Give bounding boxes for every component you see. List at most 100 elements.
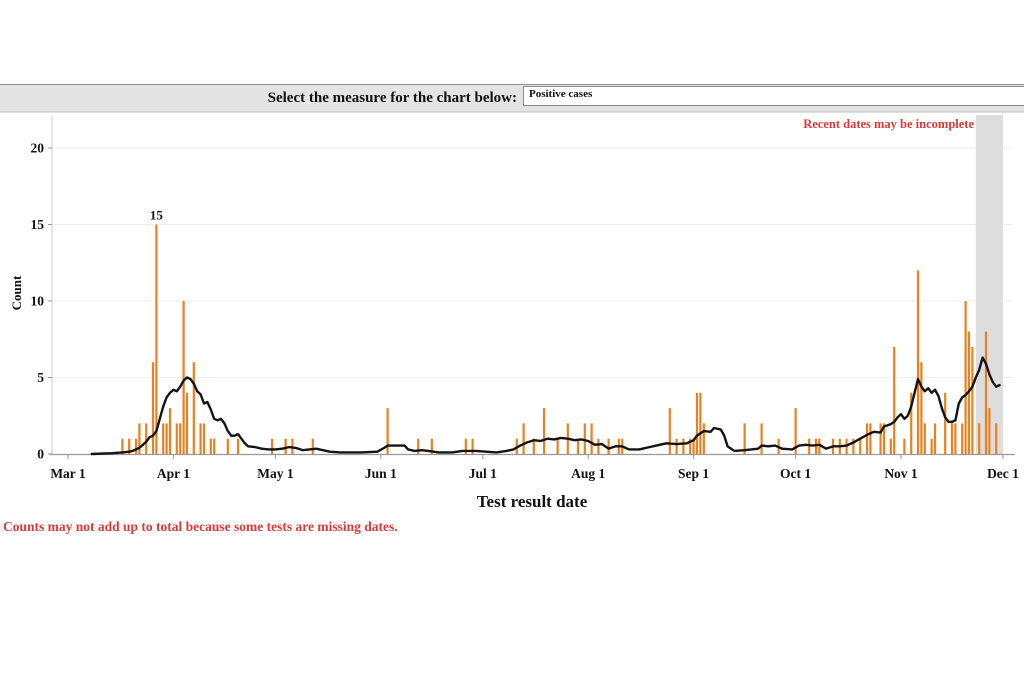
y-tick-label: 5 xyxy=(37,370,44,385)
x-tick-label: Aug 1 xyxy=(571,466,605,481)
daily-count-bar xyxy=(961,423,964,454)
x-tick-label: Apr 1 xyxy=(157,466,190,481)
daily-count-bar xyxy=(597,438,600,454)
daily-count-bar xyxy=(865,423,869,454)
daily-count-bar xyxy=(270,438,274,454)
daily-count-bar xyxy=(155,224,158,454)
daily-count-bar xyxy=(185,392,189,454)
measure-select-label: Select the measure for the chart below: xyxy=(267,90,517,106)
chart-canvas: 0 5 10 15 20 Mar 1 Apr 1 May 1 Jun 1 Jul 1 Aug 1 Se… xyxy=(31,115,1019,481)
daily-count-bar xyxy=(162,423,165,454)
daily-count-bar xyxy=(971,346,974,454)
daily-count-bar xyxy=(471,438,474,454)
daily-count-bar xyxy=(882,423,886,454)
y-tick-label: 0 xyxy=(37,447,44,462)
x-tick-label: Dec 1 xyxy=(987,466,1019,481)
daily-count-bar xyxy=(702,423,705,454)
daily-count-bar xyxy=(903,438,906,454)
daily-count-bar xyxy=(583,423,586,454)
daily-count-bar xyxy=(532,438,535,454)
daily-count-bar xyxy=(869,423,872,454)
daily-count-bar xyxy=(950,423,954,454)
daily-count-bar xyxy=(879,423,882,454)
daily-count-bar xyxy=(386,408,389,454)
daily-count-bar xyxy=(556,438,559,454)
daily-count-bar xyxy=(182,301,185,454)
daily-count-bar xyxy=(522,423,525,454)
daily-count-bar xyxy=(165,423,168,454)
daily-count-bar xyxy=(944,392,947,454)
daily-count-bar xyxy=(236,438,240,454)
daily-count-bar xyxy=(311,438,314,454)
daily-count-bar xyxy=(954,423,957,454)
daily-count-bar xyxy=(818,438,821,454)
daily-count-bar xyxy=(576,438,580,454)
daily-count-bar xyxy=(168,408,172,454)
daily-count-bar xyxy=(430,438,433,454)
chart-region: 0 5 10 15 20 Mar 1 Apr 1 May 1 Jun 1 Jul 1 Aug 1 Se… xyxy=(0,112,1024,517)
daily-count-bar xyxy=(920,362,923,454)
daily-count-bar xyxy=(794,408,797,454)
x-tick-label: Sep 1 xyxy=(678,466,709,481)
daily-count-bar xyxy=(128,438,131,454)
daily-count-bar xyxy=(284,438,287,454)
daily-count-bar xyxy=(984,331,988,454)
daily-count-bar xyxy=(699,392,702,454)
x-axis-title: Test result date xyxy=(476,492,588,511)
peak-value-label: 15 xyxy=(150,208,164,223)
daily-count-bar xyxy=(760,423,763,454)
daily-count-bar xyxy=(964,301,967,454)
daily-count-bar xyxy=(192,362,195,454)
y-axis-title: Count xyxy=(9,275,24,311)
x-tick-label: Jun 1 xyxy=(365,466,397,481)
daily-count-bar xyxy=(209,438,212,454)
daily-count-bar xyxy=(226,438,229,454)
daily-count-bar xyxy=(179,423,182,454)
daily-count-bar xyxy=(689,438,692,454)
y-tick-label: 20 xyxy=(31,141,45,156)
daily-count-bar xyxy=(910,392,913,454)
daily-count-bar xyxy=(607,438,610,454)
daily-count-bar xyxy=(923,423,926,454)
daily-count-bar xyxy=(682,438,685,454)
daily-count-bar xyxy=(542,408,546,454)
daily-count-bar xyxy=(859,438,862,454)
daily-count-bar xyxy=(121,438,124,454)
daily-count-bar xyxy=(933,423,937,454)
daily-count-bar xyxy=(590,423,593,454)
measure-select[interactable]: Positive cases xyxy=(523,86,1024,106)
recent-dates-note: Recent dates may be incomplete xyxy=(803,117,974,131)
daily-count-bar xyxy=(668,408,671,454)
daily-count-bar xyxy=(175,423,178,454)
daily-count-bar xyxy=(145,423,148,454)
daily-count-bar xyxy=(464,438,467,454)
trend-line xyxy=(90,356,1001,456)
daily-count-bar xyxy=(978,423,981,454)
x-tick-label: Mar 1 xyxy=(50,466,86,481)
missing-dates-note: Counts may not add up to total because s… xyxy=(3,519,398,534)
daily-count-bar xyxy=(692,438,695,454)
y-tick-label: 10 xyxy=(31,294,45,309)
daily-count-bar xyxy=(743,423,746,454)
daily-count-bar xyxy=(199,423,202,454)
daily-count-bar xyxy=(202,423,206,454)
x-tick-label: Oct 1 xyxy=(780,466,811,481)
daily-count-bar xyxy=(213,438,216,454)
daily-count-bar xyxy=(995,423,998,454)
x-tick-label: Jul 1 xyxy=(469,466,497,481)
daily-count-bar xyxy=(417,438,420,454)
daily-count-bar xyxy=(134,438,138,454)
daily-count-bar xyxy=(138,423,141,454)
x-tick-label: Nov 1 xyxy=(884,466,918,481)
daily-count-bar xyxy=(675,438,678,454)
y-tick-label: 15 xyxy=(31,217,45,232)
daily-count-bar xyxy=(930,438,933,454)
daily-count-bar xyxy=(852,438,855,454)
daily-count-bar xyxy=(988,408,991,454)
x-tick-label: May 1 xyxy=(257,466,294,481)
recent-dates-band xyxy=(975,115,1003,454)
daily-count-bar xyxy=(893,346,896,454)
measure-control-bar: Select the measure for the chart below: … xyxy=(0,84,1024,112)
daily-count-bar xyxy=(916,270,920,454)
